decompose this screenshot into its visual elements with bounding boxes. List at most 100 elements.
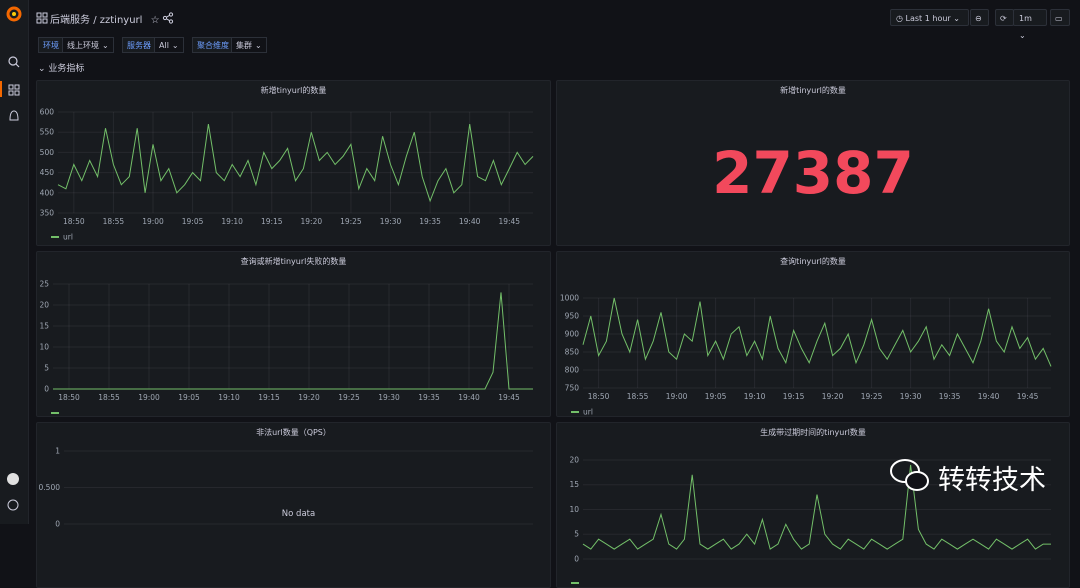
y-tick-label: 5 <box>44 364 49 373</box>
x-tick-label: 19:35 <box>419 217 441 226</box>
panel-title: 非法url数量（QPS） <box>256 428 331 437</box>
alert-icon[interactable] <box>9 110 19 121</box>
x-tick-label: 19:10 <box>221 217 243 226</box>
x-tick-label: 19:35 <box>939 392 961 401</box>
search-icon[interactable] <box>8 56 18 66</box>
panel-title: 生成带过期时间的tinyurl数量 <box>760 428 866 437</box>
watermark: 转转技术 <box>888 452 1068 498</box>
refresh-button[interactable]: ⟳ <box>995 9 1014 26</box>
panel-title: 新增tinyurl的数量 <box>780 86 846 95</box>
x-tick-label: 19:20 <box>298 393 320 402</box>
share-icon[interactable] <box>162 12 174 24</box>
star-icon[interactable]: ☆ <box>150 15 160 26</box>
panel-title: 查询或新增tinyurl失败的数量 <box>240 257 347 266</box>
logo[interactable] <box>6 6 22 22</box>
variable-value: All <box>159 41 169 50</box>
logo-core <box>12 12 16 16</box>
caret: ⌄ <box>255 41 262 50</box>
y-tick-label: 5 <box>574 530 579 539</box>
y-tick-label: 20 <box>569 455 579 464</box>
panel-title: 新增tinyurl的数量 <box>260 86 327 95</box>
line-series <box>57 124 534 203</box>
search-handle <box>15 63 20 68</box>
line-series <box>582 297 1052 367</box>
x-tick-label: 19:00 <box>666 392 688 401</box>
y-tick-label: 10 <box>39 343 49 352</box>
x-tick-label: 19:35 <box>418 393 440 402</box>
sidebar <box>0 0 29 524</box>
time-picker[interactable]: ◷ Last 1 hour ⌄ <box>890 9 969 26</box>
y-tick-label: 0 <box>55 520 60 529</box>
chart: 0 5 10 15 20 <box>569 455 1051 584</box>
row-header[interactable]: ⌄ 业务指标 <box>38 64 85 74</box>
x-tick-label: 19:45 <box>498 217 520 226</box>
x-tick-label: 19:20 <box>822 392 844 401</box>
x-tick-label: 18:55 <box>627 392 649 401</box>
x-tick-label: 19:30 <box>380 217 402 226</box>
x-tick-label: 19:15 <box>783 392 805 401</box>
y-tick-label: 850 <box>565 348 580 357</box>
x-tick-label: 18:55 <box>98 393 120 402</box>
x-tick-label: 18:50 <box>63 217 85 226</box>
x-tick-label: 18:55 <box>103 217 125 226</box>
chart: 0 5 10 15 20 25 18:50 18:55 19:00 19:05 19:10 19:15… <box>39 280 533 414</box>
y-tick-label: 0.500 <box>39 483 61 492</box>
y-tick-label: 0 <box>574 555 579 564</box>
caret: ⌄ <box>171 41 179 50</box>
caret: ⌄ <box>102 41 109 50</box>
watermark-text: 转转技术 <box>938 465 1046 496</box>
variable-select[interactable]: 线上环境 ⌄ <box>62 37 114 53</box>
chart: 750 800 850 900 950 1000 18:50 18:55 19:00 19:05 1… <box>560 294 1052 416</box>
no-data: No data <box>282 509 315 519</box>
variable-value: 集群 <box>236 41 252 50</box>
y-tick-label: 1 <box>55 447 60 456</box>
help-icon[interactable] <box>7 499 19 511</box>
dashboard-name[interactable]: zztinyurl <box>99 15 143 26</box>
y-tick-label: 400 <box>40 188 55 197</box>
y-tick-label: 800 <box>565 366 580 375</box>
zoom-out[interactable]: ⊖ <box>970 9 989 26</box>
variable-label: 服务器 <box>122 37 156 53</box>
y-tick-label: 350 <box>40 209 55 218</box>
tv-mode[interactable]: ▭ <box>1050 9 1070 26</box>
folder-name[interactable]: 后端服务 <box>50 15 90 26</box>
stat-value: 27387 <box>712 139 914 207</box>
x-tick-label: 19:00 <box>142 217 164 226</box>
x-tick-label: 19:15 <box>261 217 283 226</box>
dashboards-icon[interactable] <box>8 84 20 96</box>
wechat-icon <box>890 459 929 491</box>
panel: 生成带过期时间的tinyurl数量 0 5 10 15 20 <box>556 422 1070 588</box>
x-tick-label: 18:50 <box>58 393 80 402</box>
y-tick-label: 450 <box>40 168 55 177</box>
y-tick-label: 600 <box>40 108 55 117</box>
x-tick-label: 19:45 <box>498 393 520 402</box>
x-tick-label: 19:20 <box>301 217 323 226</box>
x-tick-label: 19:15 <box>258 393 280 402</box>
y-tick-label: 15 <box>569 480 579 489</box>
y-tick-label: 550 <box>40 128 55 137</box>
time-range: Last 1 hour <box>905 14 951 23</box>
x-tick-label: 19:05 <box>182 217 204 226</box>
x-tick-label: 19:40 <box>458 393 480 402</box>
x-tick-label: 19:30 <box>900 392 922 401</box>
x-tick-label: 19:10 <box>218 393 240 402</box>
chart: 0 0.500 1 No data <box>39 447 533 529</box>
y-tick-label: 950 <box>565 312 580 321</box>
legend-label: url <box>63 233 73 242</box>
y-tick-label: 1000 <box>560 294 579 303</box>
variable-select[interactable]: 集群 ⌄ <box>231 37 267 53</box>
x-tick-label: 19:40 <box>978 392 1000 401</box>
avatar[interactable] <box>7 473 19 485</box>
line-series <box>53 292 533 390</box>
refresh-interval[interactable]: 1m ⌄ <box>1013 9 1047 40</box>
y-tick-label: 15 <box>39 322 49 331</box>
row-title: 业务指标 <box>48 64 85 74</box>
x-tick-label: 19:45 <box>1017 392 1039 401</box>
y-tick-label: 500 <box>40 148 55 157</box>
panel: 查询或新增tinyurl失败的数量 0 5 10 15 20 25 18:50 18:55 19:… <box>36 251 551 417</box>
variable-select[interactable]: All ⌄ <box>154 37 184 53</box>
x-tick-label: 19:10 <box>744 392 766 401</box>
chart: 350 400 450 500 550 600 18:50 18:55 19:00 19:05 19… <box>40 108 534 242</box>
dashboard-icon <box>36 12 48 24</box>
x-tick-label: 18:50 <box>588 392 610 401</box>
